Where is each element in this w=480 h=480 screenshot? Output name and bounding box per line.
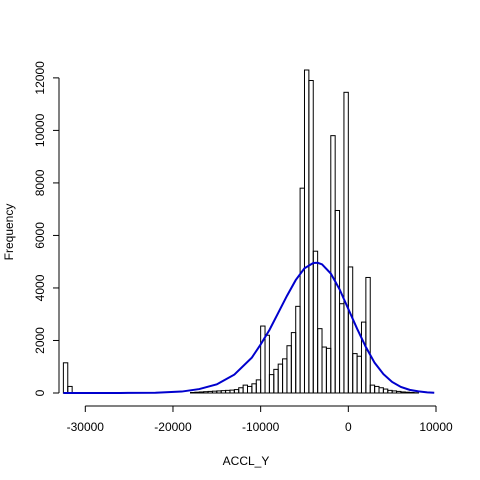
histogram-bar: [273, 368, 279, 394]
x-axis-label: ACCL_Y: [223, 454, 270, 468]
y-tick-label: 10000: [33, 113, 47, 147]
histogram-bar: [369, 384, 376, 394]
histogram-bar: [229, 389, 235, 394]
histogram-bar: [360, 321, 367, 394]
histogram-bar: [264, 334, 270, 394]
y-tick-label: 8000: [33, 169, 47, 196]
histogram-bar: [295, 305, 301, 394]
histogram-bar: [317, 328, 323, 394]
histogram-bar: [303, 69, 310, 394]
histogram-bar: [211, 390, 218, 394]
histogram-bar: [339, 303, 345, 394]
histogram-bar: [334, 209, 341, 394]
histogram-bar: [321, 346, 327, 394]
y-tick-label: 6000: [33, 222, 47, 249]
x-tick-label: -10000: [242, 420, 280, 434]
x-tick-label: -20000: [154, 420, 192, 434]
histogram-bar: [378, 387, 384, 394]
histogram-bar: [260, 325, 266, 394]
histogram-bar: [286, 345, 292, 394]
histogram-bar: [247, 385, 253, 394]
histogram-bar: [216, 390, 222, 394]
histogram-bar: [220, 390, 227, 394]
histogram-bar: [347, 266, 354, 394]
histogram-bar: [233, 389, 240, 394]
histogram-bar: [225, 389, 231, 394]
histogram-bar: [299, 187, 305, 394]
histogram-bar: [325, 347, 332, 394]
normal-fit-curve: [63, 261, 435, 394]
histogram-bar: [308, 80, 314, 394]
histogram-bar: [242, 384, 248, 394]
histogram-bar: [251, 383, 257, 394]
histogram-bar: [282, 358, 288, 394]
histogram-bar: [352, 353, 358, 394]
histogram-bar: [382, 388, 389, 394]
histogram-bar: [374, 385, 380, 394]
y-tick-label: 0: [33, 389, 47, 396]
histogram-bar: [255, 379, 262, 394]
histogram-bar: [387, 389, 393, 394]
histogram-bar: [194, 391, 200, 394]
y-tick-label: 12000: [33, 61, 47, 95]
histogram-bar: [404, 391, 411, 394]
histogram-bar: [268, 374, 275, 394]
histogram-bar: [290, 332, 297, 394]
histogram-bar: [330, 135, 336, 394]
histogram-bar: [238, 387, 244, 394]
x-tick-label: 10000: [419, 420, 453, 434]
histogram-bar: [391, 390, 398, 394]
histogram-bar: [203, 391, 209, 394]
histogram-bar: [312, 250, 319, 394]
x-tick-label: 0: [345, 420, 352, 434]
histogram-bar: [207, 390, 213, 394]
y-axis: 0 2000 4000 6000 8000 10000 12000: [33, 61, 60, 396]
y-tick-label: 4000: [33, 274, 47, 301]
histogram-bars: [62, 69, 419, 394]
histogram-bar: [62, 362, 69, 394]
histogram-bar: [409, 391, 415, 394]
histogram-bar: [277, 363, 284, 394]
x-tick-label: -30000: [67, 420, 105, 434]
x-axis: -30000 -20000 -10000 0 10000: [67, 405, 453, 434]
y-tick-label: 2000: [33, 327, 47, 354]
histogram-bar: [365, 276, 371, 394]
y-axis-label: Frequency: [2, 204, 16, 261]
histogram-bar: [343, 91, 349, 394]
histogram-bar: [396, 390, 402, 394]
histogram-bar: [198, 391, 205, 394]
histogram-bar: [400, 391, 406, 394]
histogram-bar: [190, 391, 196, 394]
histogram-bar: [356, 355, 362, 394]
